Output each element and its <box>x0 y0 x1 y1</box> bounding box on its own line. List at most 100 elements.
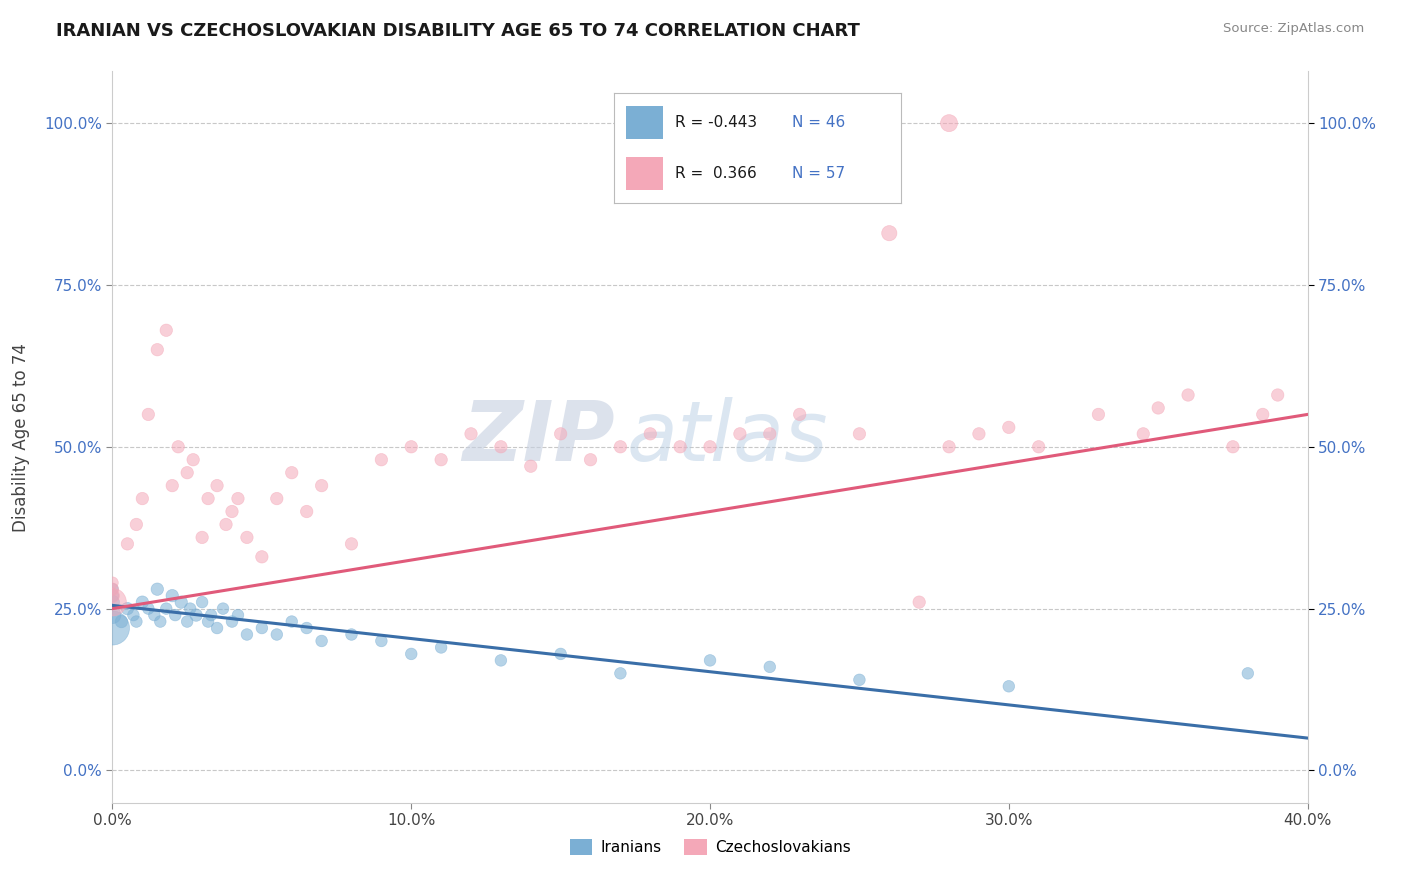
Point <box>221 504 243 518</box>
Point <box>250 621 273 635</box>
Point <box>101 621 124 635</box>
Point <box>609 666 631 681</box>
Point <box>170 595 193 609</box>
Point <box>250 549 273 564</box>
Point <box>370 634 392 648</box>
Point <box>489 440 512 454</box>
Point <box>1222 440 1244 454</box>
Point <box>699 653 721 667</box>
Point <box>101 595 124 609</box>
Point <box>101 608 124 623</box>
Point <box>550 647 572 661</box>
Point <box>998 679 1021 693</box>
Point <box>155 323 177 337</box>
Point <box>236 627 259 641</box>
Point <box>908 595 931 609</box>
Point <box>138 408 160 422</box>
Point <box>191 595 214 609</box>
Point <box>101 575 124 590</box>
Point <box>789 408 811 422</box>
Point <box>143 608 166 623</box>
Point <box>430 640 453 655</box>
Point <box>101 595 124 609</box>
Point <box>176 466 198 480</box>
Point <box>848 673 870 687</box>
Point <box>226 608 249 623</box>
Point <box>110 615 132 629</box>
Point <box>146 582 169 597</box>
Point <box>1267 388 1289 402</box>
Point <box>125 517 148 532</box>
Point <box>101 589 124 603</box>
Point <box>520 459 543 474</box>
Point <box>489 653 512 667</box>
Point <box>226 491 249 506</box>
Point <box>131 491 153 506</box>
Point <box>430 452 453 467</box>
Point <box>138 601 160 615</box>
Point <box>122 608 145 623</box>
Point <box>266 627 288 641</box>
Point <box>266 491 288 506</box>
Point <box>149 615 172 629</box>
Text: ZIP: ZIP <box>461 397 614 477</box>
Point <box>460 426 482 441</box>
Point <box>1028 440 1050 454</box>
Point <box>401 440 423 454</box>
Point <box>311 634 333 648</box>
Point <box>1251 408 1274 422</box>
Point <box>640 426 662 441</box>
Point <box>197 615 219 629</box>
Point <box>101 582 124 597</box>
Point <box>155 601 177 615</box>
Point <box>311 478 333 492</box>
Point <box>146 343 169 357</box>
Y-axis label: Disability Age 65 to 74: Disability Age 65 to 74 <box>13 343 30 532</box>
Point <box>191 530 214 544</box>
Point <box>1147 401 1170 415</box>
Text: Source: ZipAtlas.com: Source: ZipAtlas.com <box>1223 22 1364 36</box>
Point <box>728 426 751 441</box>
Point <box>340 537 363 551</box>
Point <box>281 466 304 480</box>
Point <box>205 621 228 635</box>
Point <box>699 440 721 454</box>
Point <box>759 426 782 441</box>
Legend: Iranians, Czechoslovakians: Iranians, Czechoslovakians <box>564 833 856 861</box>
Point <box>579 452 602 467</box>
Point <box>117 537 139 551</box>
Point <box>162 478 183 492</box>
Point <box>131 595 153 609</box>
Point <box>205 478 228 492</box>
Point <box>176 615 198 629</box>
Point <box>179 601 201 615</box>
Point <box>181 452 204 467</box>
Point <box>221 615 243 629</box>
Point <box>550 426 572 441</box>
Point <box>295 504 318 518</box>
Point <box>669 440 692 454</box>
Point <box>101 582 124 597</box>
Point <box>186 608 208 623</box>
Point <box>236 530 259 544</box>
Point <box>998 420 1021 434</box>
Point <box>215 517 238 532</box>
Point <box>938 116 960 130</box>
Point <box>609 440 631 454</box>
Point <box>967 426 990 441</box>
Point <box>125 615 148 629</box>
Point <box>759 660 782 674</box>
Point <box>281 615 304 629</box>
Point <box>212 601 235 615</box>
Point <box>101 589 124 603</box>
Point <box>200 608 222 623</box>
Point <box>340 627 363 641</box>
Text: IRANIAN VS CZECHOSLOVAKIAN DISABILITY AGE 65 TO 74 CORRELATION CHART: IRANIAN VS CZECHOSLOVAKIAN DISABILITY AG… <box>56 22 860 40</box>
Point <box>295 621 318 635</box>
Point <box>1177 388 1199 402</box>
Point <box>167 440 190 454</box>
Point <box>848 426 870 441</box>
Point <box>370 452 392 467</box>
Point <box>1132 426 1154 441</box>
Point <box>879 226 901 240</box>
